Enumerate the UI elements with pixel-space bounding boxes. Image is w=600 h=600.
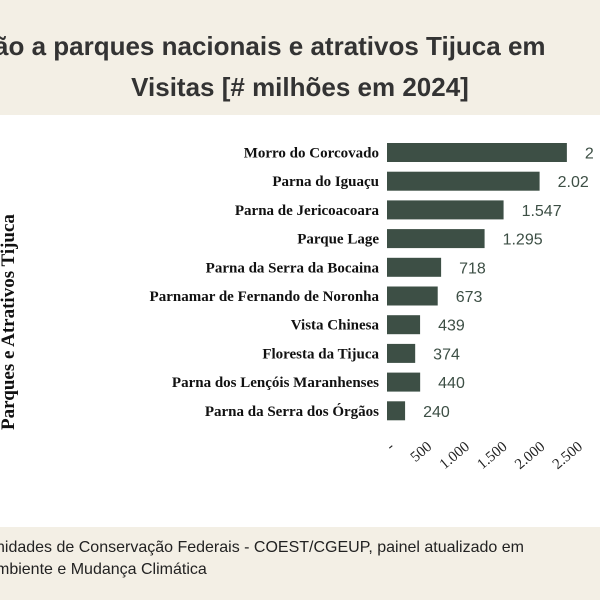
y-tick-label: Parque Lage: [297, 232, 379, 248]
value-label: 718: [459, 260, 486, 277]
chart-title: ão a parques nacionais e atrativos Tijuc…: [0, 31, 546, 61]
bar: [387, 171, 540, 191]
bar: [387, 343, 416, 363]
y-tick-label: Parna dos Lençóis Maranhenses: [172, 375, 379, 391]
bar: [387, 229, 485, 249]
bar: [387, 401, 406, 421]
bar: [387, 143, 567, 162]
bar: [387, 372, 421, 392]
y-axis-label: Parques e Atrativos Tijuca: [0, 214, 19, 430]
value-label: 1.547: [522, 203, 562, 220]
footer-line: nidades de Conservação Federais - COEST/…: [0, 539, 524, 556]
y-tick-label: Vista Chinesa: [291, 318, 380, 334]
value-label: 673: [456, 289, 483, 306]
bar: [387, 286, 438, 306]
value-label: 1.295: [503, 232, 543, 249]
value-label: 374: [433, 346, 460, 363]
value-label: 240: [423, 404, 450, 421]
bar: [387, 200, 504, 220]
value-label: 439: [438, 318, 465, 335]
value-label: 2: [585, 146, 594, 163]
y-tick-label: Floresta da Tijuca: [262, 346, 379, 362]
value-label: 2.02: [558, 174, 589, 191]
y-tick-label: Parna de Jericoacoara: [235, 203, 380, 219]
y-tick-label: Parna da Serra da Bocaina: [206, 260, 380, 276]
bar: [387, 257, 442, 277]
y-tick-label: Morro do Corcovado: [244, 146, 379, 162]
chart-subtitle: Visitas [# milhões em 2024]: [131, 72, 469, 102]
y-tick-label: Parna da Serra dos Órgãos: [205, 403, 379, 420]
y-tick-label: Parna do Iguaçu: [272, 174, 379, 190]
footer-line: mbiente e Mudança Climática: [0, 561, 207, 578]
value-label: 440: [438, 375, 465, 392]
bar: [387, 315, 421, 335]
y-tick-label: Parnamar de Fernando de Noronha: [150, 289, 380, 305]
